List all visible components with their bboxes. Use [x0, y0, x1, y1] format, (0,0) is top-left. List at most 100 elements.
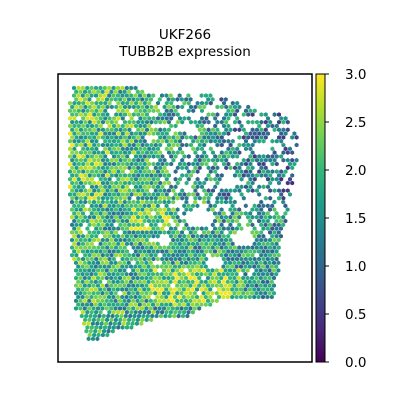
spot-point — [96, 222, 101, 228]
spot-point — [164, 264, 169, 269]
spot-point — [175, 275, 180, 281]
spot-point — [118, 180, 123, 186]
spot-point — [154, 313, 159, 319]
spot-point — [92, 195, 97, 201]
spot-point — [123, 165, 127, 171]
spot-point — [103, 233, 107, 239]
spot-point — [89, 309, 94, 315]
spot-point — [219, 135, 224, 140]
spot-point — [98, 123, 103, 129]
spot-point — [230, 100, 235, 106]
spot-point — [105, 157, 110, 163]
spot-point — [96, 89, 101, 95]
spot-point — [197, 180, 202, 186]
spot-point — [234, 287, 239, 292]
spot-point — [126, 321, 131, 326]
spot-point — [182, 218, 187, 224]
spot-point — [219, 207, 224, 212]
spot-point — [107, 325, 112, 330]
spot-point — [142, 169, 147, 174]
spot-point — [142, 264, 147, 269]
spot-point — [173, 176, 178, 182]
spot-point — [74, 135, 79, 140]
spot-point — [156, 131, 160, 136]
spot-point — [171, 112, 176, 117]
spot-point — [94, 233, 99, 239]
spot-point — [103, 211, 107, 216]
spot-point — [138, 226, 143, 231]
spot-point — [162, 252, 167, 258]
spot-point — [211, 188, 215, 193]
spot-point — [111, 302, 116, 307]
spot-point — [250, 290, 254, 296]
spot-point — [116, 123, 121, 129]
spot-point — [92, 104, 97, 110]
spot-point — [189, 135, 193, 140]
spot-point — [261, 169, 266, 174]
spot-point — [171, 142, 176, 148]
spot-point — [96, 180, 101, 186]
spot-point — [78, 268, 83, 273]
spot-point — [136, 173, 141, 178]
spot-point — [244, 161, 248, 167]
spot-point — [145, 180, 149, 186]
spot-point — [237, 165, 242, 171]
spot-point — [215, 104, 220, 110]
spot-point — [197, 268, 202, 273]
spot-point — [135, 268, 140, 273]
spot-point — [116, 93, 120, 98]
spot-point — [96, 142, 101, 148]
spot-point — [124, 279, 129, 285]
spot-point — [272, 112, 277, 117]
spot-point — [120, 184, 125, 190]
spot-point — [93, 279, 98, 285]
spot-point — [131, 119, 136, 125]
spot-point — [153, 252, 158, 258]
spot-point — [246, 119, 251, 125]
spot-point — [175, 112, 180, 117]
spot-point — [136, 245, 140, 250]
spot-point — [272, 252, 277, 258]
spot-point — [118, 199, 123, 205]
spot-point — [182, 211, 187, 216]
spot-point — [261, 271, 265, 277]
spot-point — [74, 268, 78, 273]
spot-point — [91, 275, 96, 281]
spot-point — [155, 309, 160, 315]
spot-point — [111, 279, 116, 285]
spot-point — [92, 237, 96, 243]
spot-point — [281, 222, 286, 228]
spot-point — [169, 241, 173, 247]
spot-point — [158, 142, 163, 148]
spot-point — [122, 199, 127, 205]
spot-point — [118, 157, 123, 163]
spot-point — [103, 226, 107, 231]
spot-point — [101, 104, 105, 110]
spot-point — [179, 290, 184, 296]
spot-point — [274, 169, 279, 174]
spot-point — [151, 233, 156, 239]
spot-point — [263, 135, 268, 140]
spot-point — [72, 249, 77, 254]
spot-point — [140, 119, 145, 125]
spot-point — [131, 306, 136, 311]
spot-point — [193, 188, 198, 193]
spot-point — [191, 161, 196, 167]
spot-point — [204, 233, 209, 239]
spot-point — [151, 226, 156, 231]
spot-point — [98, 192, 103, 197]
spot-point — [90, 116, 94, 121]
spot-point — [72, 100, 77, 106]
spot-point — [126, 260, 131, 266]
spot-point — [164, 131, 169, 136]
spot-point — [272, 214, 277, 220]
spot-point — [153, 199, 158, 205]
spot-point — [78, 89, 83, 95]
spot-point — [109, 222, 114, 228]
spot-point — [151, 256, 156, 262]
spot-point — [151, 146, 156, 152]
spot-point — [96, 199, 101, 205]
spot-point — [257, 169, 262, 174]
spot-point — [175, 214, 180, 220]
spot-point — [81, 116, 86, 121]
